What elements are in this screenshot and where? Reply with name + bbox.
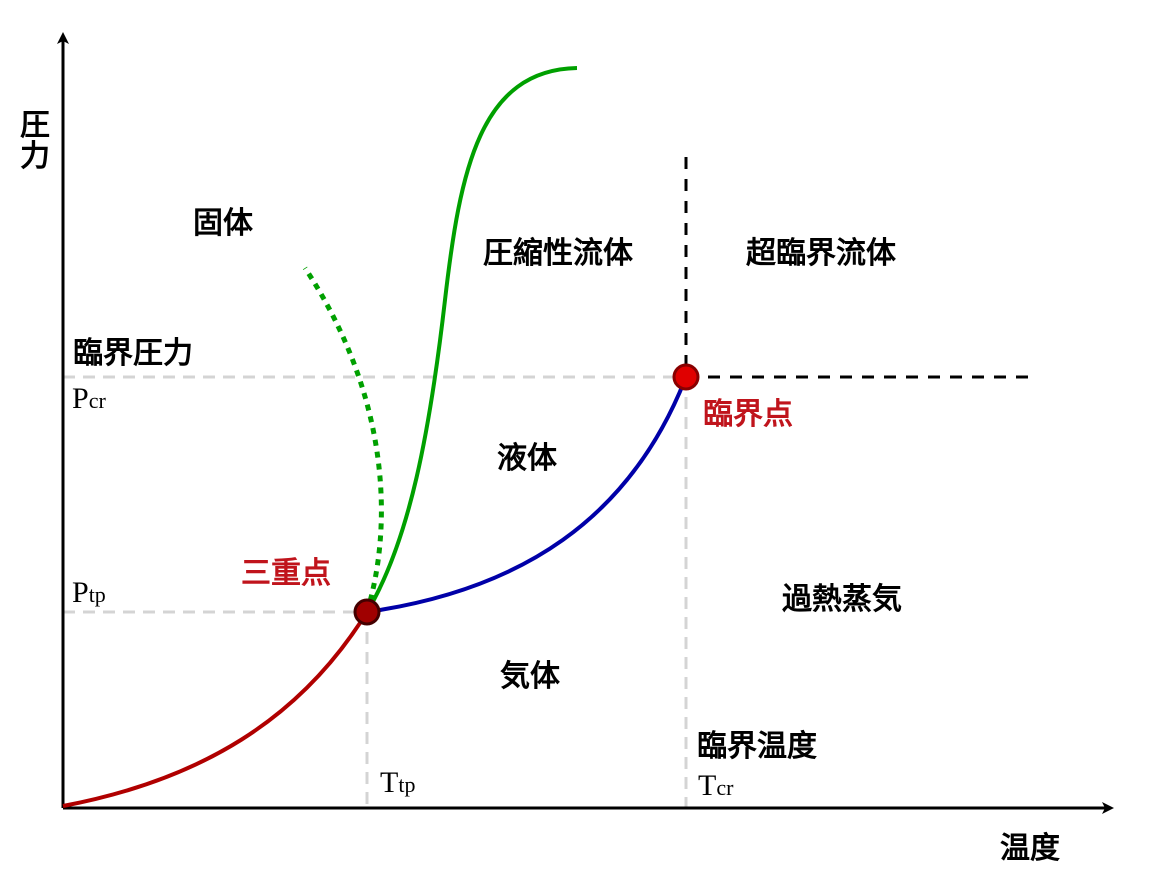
region-label: 過熱蒸気 [782, 582, 902, 617]
region-label: 超臨界流体 [746, 236, 897, 271]
region-label: 液体 [497, 441, 558, 476]
symbol-sub: cr [716, 775, 734, 800]
region-label: 固体 [193, 206, 254, 241]
symbol: Ptp [72, 576, 106, 609]
symbol: Tcr [698, 769, 734, 802]
region-label: 圧縮性流体 [483, 236, 634, 271]
symbol-sub: tp [398, 772, 415, 797]
supercritical-boundary [684, 157, 1035, 379]
point-label: 臨界点 [703, 397, 793, 432]
melting-curve [365, 66, 578, 614]
region-label: 気体 [500, 659, 561, 694]
sublimation-curve [62, 610, 369, 808]
critical-point-marker [672, 363, 700, 391]
vaporization-curve [366, 376, 688, 614]
anomalous-melting-curve [302, 266, 384, 613]
level-label: 臨界温度 [697, 729, 817, 764]
symbol: Ttp [380, 766, 415, 799]
symbol-main: P [72, 382, 89, 415]
symbol-main: P [72, 576, 89, 609]
symbol-sub: cr [89, 388, 107, 413]
symbol: Pcr [72, 382, 106, 415]
symbol-main: T [698, 769, 716, 802]
symbol-sub: tp [89, 582, 106, 607]
y-axis-label-2: 力 [20, 139, 50, 174]
x-axis-label: 温度 [1000, 831, 1060, 866]
point-label: 三重点 [241, 556, 331, 591]
triple-point-marker [353, 598, 381, 626]
guide-lines [63, 375, 688, 808]
level-label: 臨界圧力 [73, 336, 193, 371]
y-axis-label-1: 圧 [20, 108, 50, 143]
symbol-main: T [380, 766, 398, 799]
